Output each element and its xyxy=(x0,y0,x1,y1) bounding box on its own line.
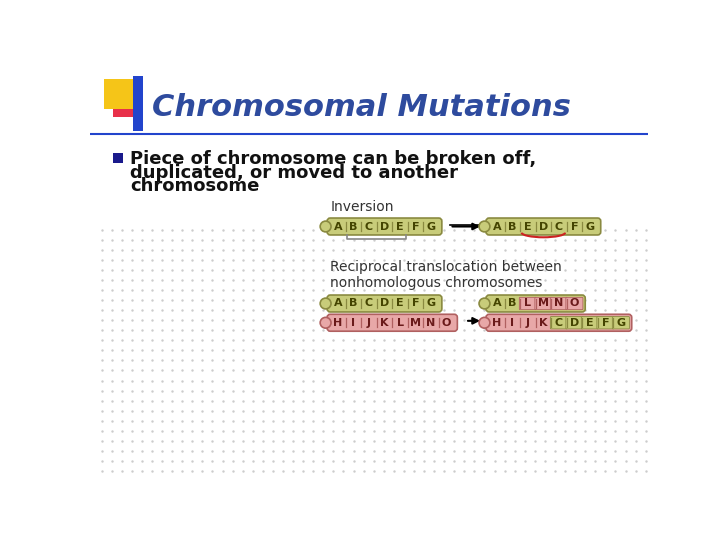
Text: J: J xyxy=(367,318,371,328)
Text: I: I xyxy=(510,318,514,328)
FancyBboxPatch shape xyxy=(327,314,457,331)
FancyBboxPatch shape xyxy=(327,295,442,312)
FancyBboxPatch shape xyxy=(550,316,567,329)
Text: B: B xyxy=(349,221,358,232)
FancyBboxPatch shape xyxy=(581,316,598,329)
Text: O: O xyxy=(570,299,579,308)
Text: O: O xyxy=(442,318,451,328)
Text: B: B xyxy=(508,221,516,232)
Text: F: F xyxy=(412,221,419,232)
FancyBboxPatch shape xyxy=(133,76,143,131)
FancyBboxPatch shape xyxy=(113,88,143,117)
Text: G: G xyxy=(585,221,595,232)
Text: D: D xyxy=(539,221,548,232)
Text: L: L xyxy=(524,299,531,308)
Text: C: C xyxy=(555,221,563,232)
FancyBboxPatch shape xyxy=(327,218,442,235)
Text: Inversion: Inversion xyxy=(330,200,394,214)
Text: A: A xyxy=(333,299,342,308)
Text: B: B xyxy=(508,299,516,308)
Text: I: I xyxy=(351,318,356,328)
Text: N: N xyxy=(554,299,564,308)
Text: D: D xyxy=(570,318,579,328)
Text: C: C xyxy=(555,318,563,328)
Text: N: N xyxy=(426,318,436,328)
Text: G: G xyxy=(426,299,436,308)
Text: H: H xyxy=(492,318,502,328)
Text: L: L xyxy=(397,318,403,328)
Text: Piece of chromosome can be broken off,: Piece of chromosome can be broken off, xyxy=(130,150,536,168)
Text: duplicated, or moved to another: duplicated, or moved to another xyxy=(130,164,459,181)
Text: Chromosomal Mutations: Chromosomal Mutations xyxy=(152,93,571,122)
Text: E: E xyxy=(396,299,404,308)
Text: H: H xyxy=(333,318,343,328)
Text: A: A xyxy=(492,221,501,232)
Text: B: B xyxy=(349,299,358,308)
Text: J: J xyxy=(526,318,530,328)
FancyBboxPatch shape xyxy=(597,316,614,329)
Text: A: A xyxy=(333,221,342,232)
FancyBboxPatch shape xyxy=(566,298,583,309)
Text: F: F xyxy=(412,299,419,308)
FancyBboxPatch shape xyxy=(486,218,600,235)
FancyBboxPatch shape xyxy=(486,295,585,312)
Text: F: F xyxy=(602,318,609,328)
FancyBboxPatch shape xyxy=(104,79,135,110)
Text: F: F xyxy=(571,221,578,232)
Text: C: C xyxy=(365,221,373,232)
FancyBboxPatch shape xyxy=(612,316,629,329)
Circle shape xyxy=(479,298,490,309)
Text: K: K xyxy=(539,318,548,328)
Text: A: A xyxy=(492,299,501,308)
Text: M: M xyxy=(410,318,421,328)
Text: D: D xyxy=(380,221,389,232)
FancyBboxPatch shape xyxy=(486,314,631,331)
Text: chromosome: chromosome xyxy=(130,178,260,195)
Circle shape xyxy=(320,298,331,309)
FancyBboxPatch shape xyxy=(519,298,536,309)
Text: G: G xyxy=(616,318,626,328)
Circle shape xyxy=(320,221,331,232)
FancyBboxPatch shape xyxy=(550,298,567,309)
FancyBboxPatch shape xyxy=(535,298,552,309)
Text: M: M xyxy=(538,299,549,308)
Circle shape xyxy=(320,318,331,328)
Text: G: G xyxy=(426,221,436,232)
Circle shape xyxy=(479,221,490,232)
Text: C: C xyxy=(365,299,373,308)
FancyBboxPatch shape xyxy=(566,316,583,329)
Circle shape xyxy=(479,318,490,328)
FancyBboxPatch shape xyxy=(113,153,122,163)
Text: Reciprocal translocation between
nonhomologous chromosomes: Reciprocal translocation between nonhomo… xyxy=(330,260,562,290)
Text: D: D xyxy=(380,299,389,308)
Text: E: E xyxy=(396,221,404,232)
Text: E: E xyxy=(586,318,594,328)
Text: K: K xyxy=(380,318,389,328)
Text: E: E xyxy=(524,221,531,232)
